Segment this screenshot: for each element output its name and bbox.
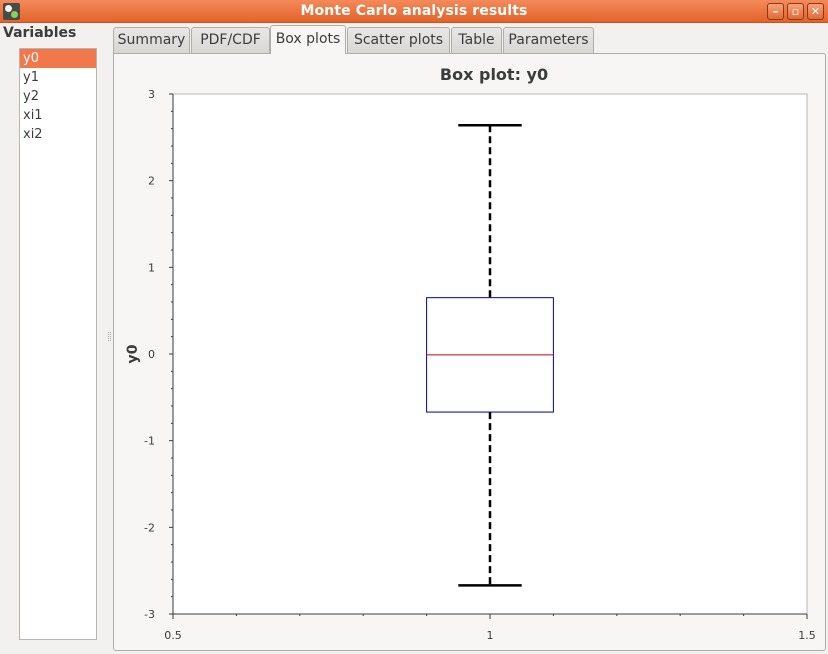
variable-item-y2[interactable]: y2	[23, 89, 39, 104]
y-tick-label: 0	[148, 348, 155, 361]
splitter-handle[interactable]	[108, 332, 111, 341]
tab-summary[interactable]: Summary	[113, 27, 190, 53]
minimize-button[interactable]: –	[767, 3, 784, 20]
x-tick-label: 0.5	[164, 629, 182, 642]
tab-scatter-plots[interactable]: Scatter plots	[347, 27, 450, 53]
tab-pdf-cdf[interactable]: PDF/CDF	[191, 27, 270, 53]
y-axis-label: y0	[125, 344, 141, 363]
chart-title: Box plot: y0	[440, 65, 548, 84]
variable-item-y1[interactable]: y1	[23, 70, 39, 85]
y-tick-label: 1	[148, 261, 155, 274]
maximize-button[interactable]: ▫	[787, 3, 804, 20]
close-icon: ✕	[810, 5, 821, 18]
tab-box-plots[interactable]: Box plots	[270, 25, 346, 54]
y-tick-label: -1	[144, 435, 155, 448]
window-title: Monte Carlo analysis results	[300, 3, 528, 19]
tab-table[interactable]: Table	[451, 27, 502, 53]
x-ticks: 0.5 1 1.5	[164, 614, 816, 642]
variable-item-xi1[interactable]: xi1	[23, 108, 43, 123]
close-button[interactable]: ✕	[807, 3, 824, 20]
y-tick-label: 2	[148, 175, 155, 188]
y-tick-label: 3	[148, 88, 155, 101]
variable-item-y0[interactable]: y0	[20, 49, 96, 68]
variable-item-xi2[interactable]: xi2	[23, 127, 43, 142]
tab-parameters[interactable]: Parameters	[503, 27, 594, 53]
variables-label: Variables	[3, 25, 77, 41]
app-icon	[3, 3, 20, 20]
boxes	[426, 123, 554, 587]
title-bar[interactable]: Monte Carlo analysis results – ▫ ✕	[0, 0, 828, 23]
variables-list[interactable]: y0 y1 y2 xi1 xi2	[19, 48, 97, 640]
y-ticks: 3 2 1 0 -1 -2 -3	[144, 88, 173, 621]
minimize-icon: –	[772, 5, 779, 18]
maximize-icon: ▫	[791, 5, 800, 18]
y-tick-label: -3	[144, 608, 155, 621]
y-tick-label: -2	[144, 521, 155, 534]
x-tick-label: 1	[487, 629, 494, 642]
x-tick-label: 1.5	[798, 629, 816, 642]
